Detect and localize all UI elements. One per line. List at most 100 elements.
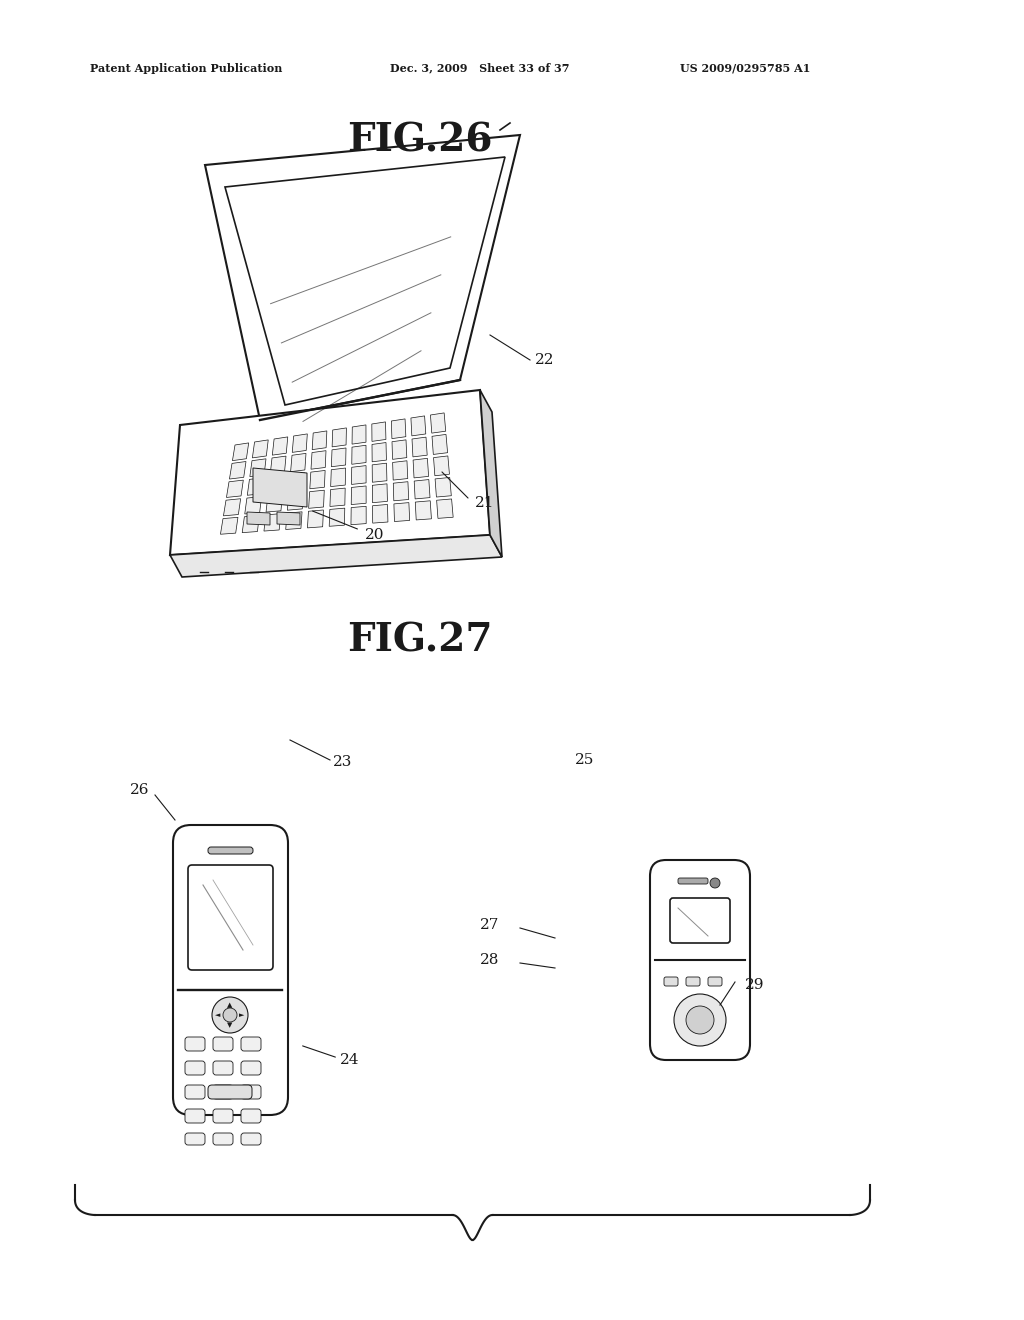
FancyBboxPatch shape [213,1109,233,1123]
Polygon shape [272,437,288,455]
Circle shape [710,878,720,888]
Polygon shape [225,157,505,405]
FancyBboxPatch shape [241,1061,261,1074]
Polygon shape [250,459,266,477]
Text: 25: 25 [575,752,594,767]
FancyBboxPatch shape [664,977,678,986]
Polygon shape [170,389,490,554]
Text: FIG.27: FIG.27 [347,620,493,659]
Polygon shape [329,508,345,527]
Polygon shape [414,479,430,499]
Polygon shape [436,499,454,519]
Text: 21: 21 [475,496,495,510]
Polygon shape [220,517,238,535]
Text: 22: 22 [535,352,555,367]
Polygon shape [372,463,387,482]
Polygon shape [289,473,305,491]
Polygon shape [291,453,306,471]
Polygon shape [332,428,346,447]
Circle shape [212,997,248,1034]
Polygon shape [373,504,388,523]
Text: US 2009/0295785 A1: US 2009/0295785 A1 [680,62,810,74]
Polygon shape [332,447,346,467]
Polygon shape [307,510,324,528]
Polygon shape [288,492,303,511]
Polygon shape [286,512,302,529]
FancyBboxPatch shape [241,1109,261,1123]
Polygon shape [430,413,445,433]
Polygon shape [412,437,427,457]
Text: 24: 24 [340,1053,359,1067]
Polygon shape [226,480,244,498]
Polygon shape [352,445,366,465]
Polygon shape [270,457,286,474]
FancyBboxPatch shape [213,1085,233,1100]
Polygon shape [411,416,426,436]
Polygon shape [266,495,283,512]
Polygon shape [232,444,249,461]
Polygon shape [245,496,261,513]
FancyBboxPatch shape [213,1133,233,1144]
FancyBboxPatch shape [670,898,730,942]
Polygon shape [432,434,447,454]
Circle shape [223,1008,237,1022]
Text: FIG.26: FIG.26 [347,121,493,158]
FancyBboxPatch shape [213,1038,233,1051]
FancyBboxPatch shape [213,1061,233,1074]
Circle shape [674,994,726,1045]
FancyBboxPatch shape [208,847,253,854]
Polygon shape [247,478,264,495]
FancyBboxPatch shape [185,1085,205,1100]
Text: ▼: ▼ [227,1022,232,1028]
Polygon shape [413,458,429,478]
Polygon shape [253,469,307,507]
FancyBboxPatch shape [185,1109,205,1123]
Polygon shape [308,490,325,508]
Text: ◄: ◄ [215,1012,221,1018]
Text: Dec. 3, 2009   Sheet 33 of 37: Dec. 3, 2009 Sheet 33 of 37 [390,62,569,74]
FancyBboxPatch shape [208,1085,252,1100]
Polygon shape [310,470,326,488]
Polygon shape [351,486,367,504]
Polygon shape [352,425,366,444]
Text: 20: 20 [365,528,384,543]
Text: 27: 27 [480,917,500,932]
Polygon shape [268,475,285,494]
Polygon shape [392,461,408,480]
Polygon shape [373,484,387,503]
Text: ▲: ▲ [227,1002,232,1008]
Text: Patent Application Publication: Patent Application Publication [90,62,283,74]
Polygon shape [331,469,345,487]
Text: 23: 23 [333,755,352,770]
FancyBboxPatch shape [686,977,700,986]
FancyBboxPatch shape [188,865,273,970]
FancyBboxPatch shape [185,1133,205,1144]
Polygon shape [229,462,246,479]
Polygon shape [312,430,327,450]
Polygon shape [330,488,345,507]
FancyBboxPatch shape [241,1133,261,1144]
Polygon shape [435,478,452,498]
FancyBboxPatch shape [185,1061,205,1074]
Polygon shape [252,440,268,458]
Circle shape [686,1006,714,1034]
FancyBboxPatch shape [185,1038,205,1051]
Polygon shape [278,512,300,525]
Polygon shape [393,482,409,500]
Polygon shape [292,434,307,453]
Text: 28: 28 [480,953,500,968]
FancyBboxPatch shape [241,1085,261,1100]
Text: 26: 26 [130,783,150,797]
Polygon shape [264,513,281,531]
FancyBboxPatch shape [678,878,708,884]
Polygon shape [243,516,259,533]
Polygon shape [223,499,241,516]
Polygon shape [351,466,367,484]
Polygon shape [247,512,270,525]
FancyBboxPatch shape [708,977,722,986]
Polygon shape [372,442,386,462]
Polygon shape [394,503,410,521]
FancyBboxPatch shape [650,861,750,1060]
FancyBboxPatch shape [173,825,288,1115]
Polygon shape [391,418,406,438]
